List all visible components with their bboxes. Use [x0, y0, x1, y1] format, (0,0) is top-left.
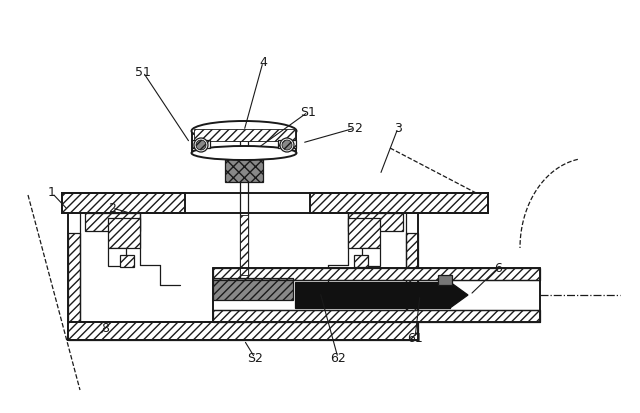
Bar: [120, 255, 134, 267]
Text: 6: 6: [494, 261, 502, 275]
Text: 51: 51: [135, 66, 151, 78]
Bar: [310, 193, 488, 213]
Bar: [68, 330, 418, 340]
Bar: [362, 248, 380, 266]
Text: 8: 8: [101, 321, 109, 335]
Text: 61: 61: [407, 332, 423, 344]
Bar: [108, 248, 126, 266]
Bar: [354, 255, 368, 267]
Bar: [192, 140, 210, 148]
Bar: [225, 152, 263, 182]
Ellipse shape: [196, 140, 206, 150]
Bar: [213, 310, 540, 322]
Text: 62: 62: [330, 351, 346, 365]
Bar: [213, 278, 293, 300]
Text: S1: S1: [300, 105, 316, 119]
Ellipse shape: [282, 140, 292, 150]
Text: 3: 3: [394, 121, 402, 135]
Bar: [295, 282, 450, 308]
Bar: [240, 215, 248, 275]
Text: 2: 2: [108, 202, 116, 214]
Ellipse shape: [280, 138, 294, 152]
Bar: [85, 213, 140, 231]
Bar: [194, 129, 295, 141]
Bar: [348, 213, 403, 231]
Bar: [406, 233, 418, 330]
Bar: [68, 322, 418, 340]
Bar: [438, 275, 452, 285]
Bar: [68, 233, 80, 330]
Bar: [108, 218, 140, 248]
Ellipse shape: [191, 146, 296, 160]
Ellipse shape: [194, 138, 208, 152]
Text: 52: 52: [347, 121, 363, 135]
Polygon shape: [450, 282, 468, 308]
Text: S2: S2: [247, 351, 263, 365]
Text: 4: 4: [259, 55, 267, 69]
Ellipse shape: [191, 121, 296, 141]
Bar: [62, 193, 185, 213]
Bar: [348, 218, 380, 248]
Bar: [278, 140, 296, 148]
Bar: [213, 268, 540, 280]
Text: 1: 1: [48, 187, 56, 199]
